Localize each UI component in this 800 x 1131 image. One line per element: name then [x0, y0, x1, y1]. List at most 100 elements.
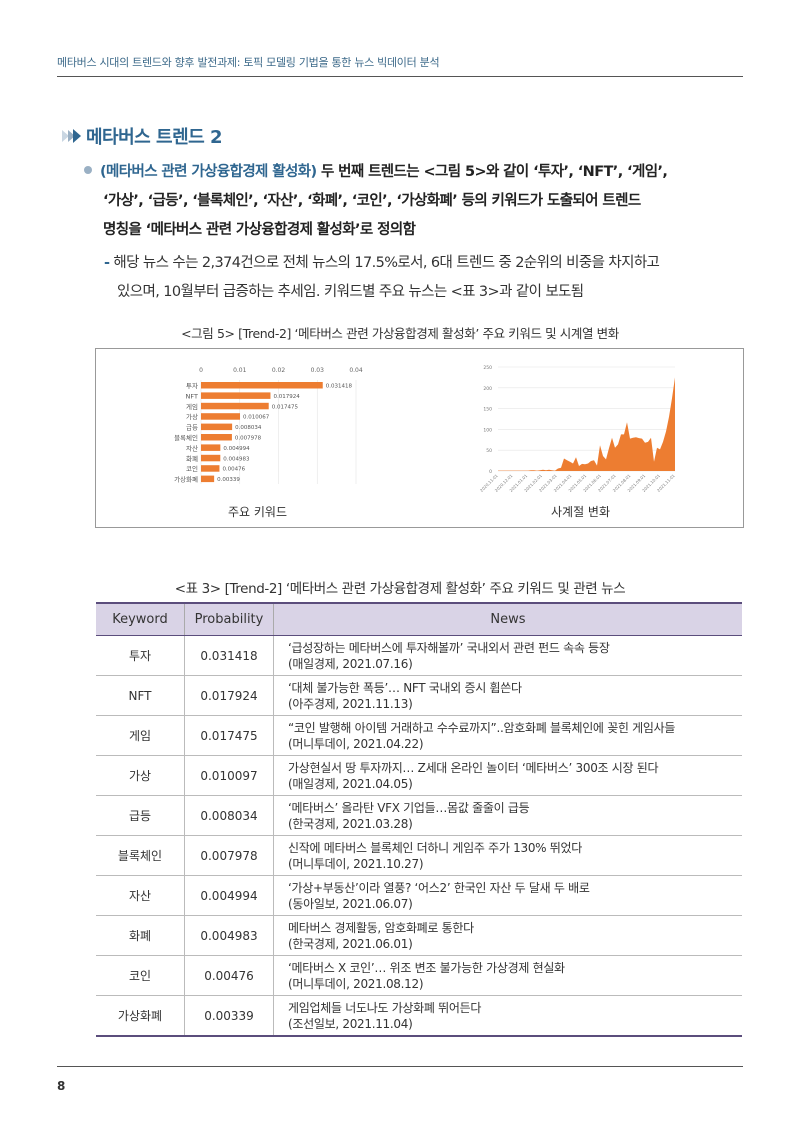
news-cell: ‘급성장하는 메타버스에 투자해볼까’ 국내외서 관련 펀드 속속 등장 (매일경…: [273, 635, 742, 676]
probability-cell: 0.031418: [184, 635, 274, 676]
figure-frame: [95, 348, 744, 528]
table-row: 코인 0.00476 ‘메타버스 X 코인’… 위조 변조 불가능한 가상경제 …: [96, 955, 742, 996]
bar: [201, 454, 221, 462]
news-source: (매일경제, 2021.04.05): [288, 776, 413, 791]
timeseries-area-chart: 0501001502002502020.11.012020.12.012021.…: [472, 357, 686, 499]
probability-cell: 0.008034: [184, 795, 274, 836]
page-number: 8: [57, 1079, 66, 1093]
news-title: ‘급성장하는 메타버스에 투자해볼까’ 국내외서 관련 펀드 속속 등장: [288, 640, 610, 655]
news-source: (동아일보, 2021.06.07): [288, 896, 413, 911]
news-source: (머니투데이, 2021.04.22): [288, 736, 424, 751]
table-row: 화폐 0.004983 메타버스 경제활동, 암호화폐로 통한다 (한국경제, 2…: [96, 915, 742, 956]
probability-cell: 0.004983: [184, 915, 274, 956]
keyword-cell: 코인: [96, 955, 185, 996]
footer-divider: [57, 1066, 743, 1067]
x-tick-label: 0.02: [272, 367, 286, 374]
news-source: (아주경제, 2021.11.13): [288, 696, 413, 711]
y-tick-label: 150: [483, 407, 492, 413]
category-label: 급등: [186, 424, 198, 432]
news-title: 게임업체들 너도나도 가상화폐 뛰어든다: [288, 1000, 482, 1015]
column-header-news: News: [273, 602, 742, 636]
probability-cell: 0.010097: [184, 755, 274, 796]
column-header-keyword: Keyword: [96, 602, 185, 636]
news-title: ‘대체 불가능한 폭등’… NFT 국내외 증시 휩쓴다: [288, 680, 522, 695]
news-cell: 메타버스 경제활동, 암호화폐로 통한다 (한국경제, 2021.06.01): [273, 915, 742, 956]
chart-background: [472, 357, 686, 499]
news-cell: 가상현실서 땅 투자까지… Z세대 온라인 놀이터 ‘메타버스’ 300조 시장…: [273, 755, 742, 796]
news-source: (머니투데이, 2021.08.12): [288, 976, 424, 991]
y-tick-label: 100: [483, 427, 492, 433]
x-tick-label: 0: [199, 367, 203, 374]
probability-cell: 0.004994: [184, 875, 274, 916]
header-divider: [57, 76, 743, 77]
bar: [201, 434, 232, 441]
category-label: 화폐: [186, 454, 198, 463]
section-title-text: 메타버스 트렌드 2: [86, 127, 222, 148]
bullet-dot-icon: [84, 166, 92, 174]
news-title: 메타버스 경제활동, 암호화폐로 통한다: [288, 920, 474, 935]
news-source: (매일경제, 2021.07.16): [288, 656, 413, 671]
category-label: 가상화폐: [174, 475, 198, 484]
bar: [201, 392, 271, 399]
category-label: 게임: [186, 402, 198, 411]
category-label: 자산: [186, 443, 198, 452]
news-cell: 게임업체들 너도나도 가상화폐 뛰어든다 (조선일보, 2021.11.04): [273, 995, 742, 1037]
table-row: NFT 0.017924 ‘대체 불가능한 폭등’… NFT 국내외 증시 휩쓴…: [96, 675, 742, 716]
bar: [201, 475, 215, 483]
column-header-probability: Probability: [184, 602, 274, 636]
keyword-cell: 투자: [96, 635, 185, 676]
table-row: 급등 0.008034 ‘메타버스’ 올라탄 VFX 기업들…몸값 줄줄이 급등…: [96, 795, 742, 836]
probability-cell: 0.00476: [184, 955, 274, 996]
table-row: 투자 0.031418 ‘급성장하는 메타버스에 투자해볼까’ 국내외서 관련 …: [96, 635, 742, 676]
trend-name: (메타버스 관련 가상융합경제 활성화): [100, 164, 317, 180]
keyword-cell: 블록체인: [96, 835, 185, 876]
data-label: 0.004983: [223, 456, 250, 462]
news-cell: 신작에 메타버스 블록체인 더하니 게임주 주가 130% 뛰었다 (머니투데이,…: [273, 835, 742, 876]
keyword-cell: 자산: [96, 875, 185, 916]
x-tick-label: 0.04: [349, 367, 363, 374]
keyword-bar-chart: 0 0.01 0.02 0.03 0.04 투자 0.031418 NFT 0.017924 게임…: [150, 358, 372, 496]
bullet-text: ‘가상’, ‘급등’, ‘블록체인’, ‘자산’, ‘화폐’, ‘코인’, ‘가…: [103, 193, 641, 209]
keyword-cell: 가상: [96, 755, 185, 796]
keyword-cell: NFT: [96, 675, 185, 716]
bullet-text: 두 번째 트렌드는 <그림 5>와 같이 ‘투자’, ‘NFT’, ‘게임’,: [316, 164, 668, 180]
bullet-text: 명칭을 ‘메타버스 관련 가상융합경제 활성화’로 정의함: [103, 222, 416, 238]
news-title: ‘메타버스 X 코인’… 위조 변조 불가능한 가상경제 현실화: [288, 960, 565, 975]
y-tick-label: 200: [483, 386, 492, 392]
probability-cell: 0.017475: [184, 715, 274, 756]
keyword-cell: 게임: [96, 715, 185, 756]
probability-cell: 0.017924: [184, 675, 274, 716]
news-cell: ‘메타버스 X 코인’… 위조 변조 불가능한 가상경제 현실화 (머니투데이, …: [273, 955, 742, 996]
running-header: 메타버스 시대의 트렌드와 향후 발전과제: 토픽 모델링 기법을 통한 뉴스 …: [57, 56, 440, 69]
keyword-cell: 화폐: [96, 915, 185, 956]
news-title: 신작에 메타버스 블록체인 더하니 게임주 주가 130% 뛰었다: [288, 840, 582, 855]
data-label: 0.007978: [235, 436, 262, 442]
table-row: 가상화폐 0.00339 게임업체들 너도나도 가상화폐 뛰어든다 (조선일보, …: [96, 995, 742, 1037]
table-row: 가상 0.010097 가상현실서 땅 투자까지… Z세대 온라인 놀이터 ‘메…: [96, 755, 742, 796]
double-arrow-icon: [62, 129, 81, 143]
data-label: 0.004994: [223, 446, 250, 452]
bar: [201, 444, 221, 451]
data-label: 0.00476: [222, 467, 245, 473]
sub-bullet-text: 해당 뉴스 수는 2,374건으로 전체 뉴스의 17.5%로서, 6대 트렌드…: [113, 255, 660, 271]
x-tick-label: 0.01: [233, 367, 247, 374]
news-cell: “코인 발행해 아이템 거래하고 수수료까지”..암호화폐 블록체인에 꽂힌 게…: [273, 715, 742, 756]
news-title: 가상현실서 땅 투자까지… Z세대 온라인 놀이터 ‘메타버스’ 300조 시장…: [288, 760, 659, 775]
table-row: 자산 0.004994 ‘가상+부동산’이라 열풍? ‘어스2’ 한국인 자산 …: [96, 875, 742, 916]
dash-marker: -: [104, 255, 110, 271]
keyword-cell: 급등: [96, 795, 185, 836]
section-title: 메타버스 트렌드 2: [60, 123, 222, 149]
area-series: [498, 377, 675, 471]
news-source: (조선일보, 2021.11.04): [288, 1016, 413, 1031]
data-label: 0.031418: [326, 384, 353, 390]
data-label: 0.010067: [243, 415, 270, 421]
category-label: NFT: [186, 392, 198, 400]
probability-cell: 0.00339: [184, 995, 274, 1037]
category-label: 투자: [186, 381, 198, 390]
table-row: 블록체인 0.007978 신작에 메타버스 블록체인 더하니 게임주 주가 1…: [96, 835, 742, 876]
y-tick-label: 250: [483, 365, 492, 371]
area-chart-label: 사계절 변화: [551, 505, 611, 519]
category-label: 블록체인: [174, 433, 198, 442]
sub-bullet-text: 있으며, 10월부터 급증하는 추세임. 키워드별 주요 뉴스는 <표 3>과 …: [117, 284, 584, 300]
